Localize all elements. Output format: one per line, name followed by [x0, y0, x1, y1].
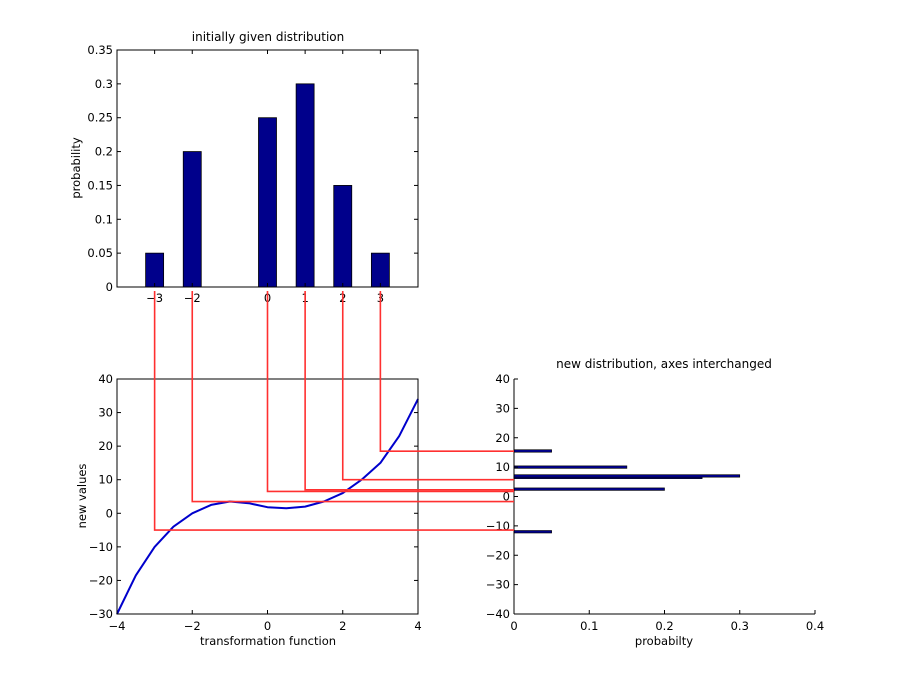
top-ytick-label: 0.05	[87, 246, 113, 260]
mapping-line	[304, 291, 514, 491]
curve-chart-xlabel: transformation function	[200, 634, 336, 648]
top-bar	[370, 252, 390, 288]
right-ytick-label: 0	[503, 490, 510, 504]
transformation-chart	[116, 398, 419, 615]
top-ytick-label: 0	[106, 280, 113, 294]
new-distribution-chart	[513, 449, 741, 534]
top-ytick-label: 0.35	[87, 43, 113, 57]
curve-ytick-label: 40	[98, 372, 113, 386]
right-ytick-label: 30	[495, 401, 510, 415]
right-ytick-label: −30	[486, 578, 510, 592]
top-bar	[295, 83, 315, 288]
curve-ytick-label: −20	[89, 573, 113, 587]
new-dist-bar	[513, 449, 552, 453]
top-bar	[145, 252, 165, 288]
right-ytick-label: −20	[486, 548, 510, 562]
top-ytick-label: 0.3	[95, 77, 113, 91]
right-chart-xlabel: probabilty	[635, 634, 693, 648]
right-xtick-label: 0.3	[731, 619, 749, 633]
mapping-line	[341, 291, 514, 481]
mapping-line	[266, 291, 514, 493]
top-ytick-label: 0.1	[95, 212, 113, 226]
top-ytick-label: 0.15	[87, 178, 113, 192]
right-ytick-label: 20	[495, 431, 510, 445]
right-chart-title: new distribution, axes interchanged	[556, 357, 772, 371]
curve-chart-ylabel: new values	[75, 464, 89, 529]
new-dist-bar	[513, 474, 741, 478]
curve-xtick-label: 4	[414, 619, 421, 633]
curve-xtick-label: −4	[109, 619, 126, 633]
axes-layer: 00.050.10.150.20.250.30.35−3 −2 0 1 2 3−30−20…	[87, 43, 824, 633]
right-ytick-label: 10	[495, 460, 510, 474]
right-xtick-label: 0.4	[806, 619, 824, 633]
curve-ytick-label: 20	[98, 439, 113, 453]
top-bar	[258, 117, 277, 288]
right-ytick-label: 40	[495, 372, 510, 386]
top-bar	[333, 185, 353, 288]
text-layer: initially given distribution probability…	[69, 30, 772, 648]
top-ytick-label: 0.25	[87, 111, 113, 125]
new-dist-bar	[513, 530, 552, 534]
top-chart-title: initially given distribution	[192, 30, 345, 44]
right-ytick-label: −40	[486, 607, 510, 621]
transformation-curve	[116, 398, 419, 615]
right-xtick-label: 0.2	[655, 619, 673, 633]
top-bar-chart	[145, 83, 390, 288]
mapping-line	[153, 291, 514, 531]
new-dist-bar	[513, 465, 628, 469]
top-chart-ylabel: probability	[69, 137, 83, 199]
curve-ytick-label: −30	[89, 607, 113, 621]
curve-ytick-label: −10	[89, 540, 113, 554]
curve-ytick-label: 30	[98, 406, 113, 420]
curve-ytick-label: 0	[106, 506, 113, 520]
top-bar	[182, 151, 202, 288]
right-xtick-label: 0.1	[580, 619, 598, 633]
curve-xtick-label: 0	[264, 619, 271, 633]
curve-xtick-label: −2	[184, 619, 201, 633]
right-xtick-label: 0	[510, 619, 517, 633]
curve-xtick-label: 2	[339, 619, 346, 633]
mapping-line	[379, 291, 514, 452]
mapping-line	[191, 291, 514, 503]
new-dist-bar	[513, 487, 665, 491]
mapping-lines	[153, 291, 514, 531]
top-ytick-label: 0.2	[95, 145, 113, 159]
curve-ytick-label: 10	[98, 473, 113, 487]
